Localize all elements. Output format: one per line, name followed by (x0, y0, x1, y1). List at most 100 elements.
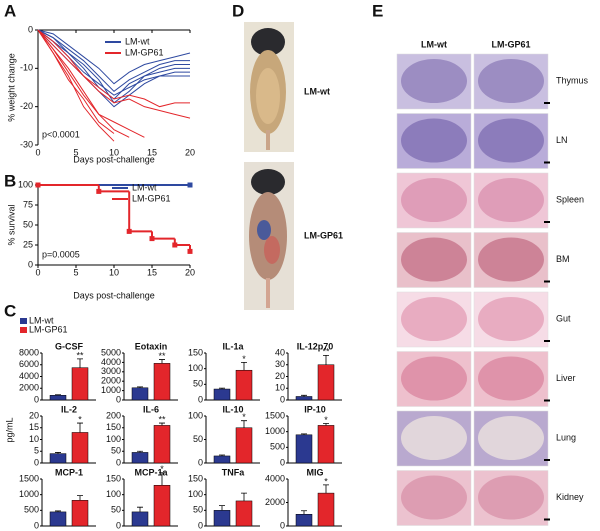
row-label: BM (556, 254, 570, 264)
error-bar (55, 452, 61, 454)
y-tick-label: -20 (20, 101, 33, 111)
y-tick-label: 50 (23, 219, 33, 229)
x-tick-label: 15 (147, 147, 157, 157)
y-tick-label: 5000 (101, 347, 121, 357)
row-label: LN (556, 135, 568, 145)
y-tick-label: 5 (34, 446, 39, 456)
y-tick-label: 100 (188, 489, 203, 499)
tissue (478, 178, 544, 222)
y-tick-label: 0 (34, 520, 39, 530)
y-tick-label: 40 (275, 347, 285, 357)
significance: * (242, 412, 246, 422)
bar (317, 425, 335, 464)
significance: * (160, 464, 164, 474)
bar (213, 388, 231, 401)
tissue (478, 118, 544, 163)
y-tick-label: 200 (106, 410, 121, 420)
tissue (478, 416, 544, 460)
tissue (401, 416, 467, 460)
weight-line (37, 29, 191, 119)
error-bar (137, 386, 143, 388)
panel-title: IL-10 (222, 404, 243, 414)
survival-marker (187, 248, 193, 254)
panel-title: MIG (307, 467, 324, 477)
error-bar (77, 358, 83, 368)
y-tick-label: 20 (29, 410, 39, 420)
bar (131, 387, 149, 401)
y-tick-label: 0 (34, 394, 39, 404)
y-tick-label: 100 (106, 489, 121, 499)
tissue (478, 475, 544, 520)
legend-label: LM-GP61 (125, 47, 164, 57)
error-bar (219, 505, 225, 511)
tissue (401, 475, 467, 520)
y-tick-label: 0 (280, 394, 285, 404)
y-tick-label: 1000 (19, 489, 39, 499)
bar (71, 367, 89, 401)
survival-marker (126, 228, 132, 234)
y-tick-label: 4000 (265, 473, 285, 483)
survival-marker (172, 242, 178, 248)
column-header: LM-GP61 (491, 39, 530, 49)
column-header: LM-wt (421, 39, 447, 49)
significance: * (242, 354, 246, 364)
x-axis-label: Days post-challenge (73, 290, 155, 300)
y-tick-label: 0 (116, 520, 121, 530)
row-label: Gut (556, 313, 571, 323)
error-bar (301, 394, 307, 397)
y-tick-label: 1000 (101, 385, 121, 395)
y-tick-label: 0 (198, 457, 203, 467)
error-bar (241, 420, 247, 428)
tissue (401, 59, 467, 103)
row-label: Lung (556, 432, 576, 442)
y-tick-label: 30 (275, 359, 285, 369)
annotation: p<0.0001 (42, 129, 80, 139)
bar (295, 434, 313, 464)
y-tick-label: 4000 (19, 371, 39, 381)
y-tick-label: 0 (34, 457, 39, 467)
panel-label: B (4, 171, 16, 190)
significance: ** (76, 350, 84, 360)
error-bar (323, 423, 329, 426)
scale-bar (544, 280, 550, 283)
tissue (478, 59, 544, 103)
y-tick-label: 10 (275, 383, 285, 393)
y-tick-label: 4000 (101, 357, 121, 367)
y-tick-label: 150 (106, 473, 121, 483)
y-tick-label: -10 (20, 63, 33, 73)
panel-title: MCP-1 (55, 467, 83, 477)
legend-label: LM-GP61 (29, 324, 68, 334)
weight-line (37, 29, 190, 92)
weight-line (37, 29, 190, 108)
y-tick-label: 100 (106, 434, 121, 444)
y-tick-label: 20 (275, 371, 285, 381)
y-axis-label: pg/mL (4, 417, 14, 442)
x-tick-label: 15 (147, 267, 157, 277)
error-bar (137, 450, 143, 453)
y-tick-label: 100 (18, 179, 33, 189)
error-bar (219, 454, 225, 456)
panel-title: IP-10 (304, 404, 326, 414)
error-bar (301, 433, 307, 435)
tissue (478, 297, 544, 341)
scale-bar (544, 102, 550, 104)
error-bar (137, 506, 143, 512)
bar (131, 511, 149, 527)
y-tick-label: 0 (116, 394, 121, 404)
y-axis-label: % survival (6, 204, 16, 245)
tissue (401, 297, 467, 341)
survival-marker (96, 188, 102, 194)
y-tick-label: 0 (280, 457, 285, 467)
error-bar (219, 387, 225, 390)
bar (235, 500, 253, 527)
y-tick-label: 1000 (265, 426, 285, 436)
bar (317, 492, 335, 527)
error-bar (323, 484, 329, 494)
bar (71, 500, 89, 527)
error-bar (241, 362, 247, 371)
weight-line (37, 29, 130, 138)
legend-label: LM-GP61 (132, 193, 171, 203)
scale-bar (544, 161, 550, 164)
panel-title: TNFa (222, 467, 245, 477)
